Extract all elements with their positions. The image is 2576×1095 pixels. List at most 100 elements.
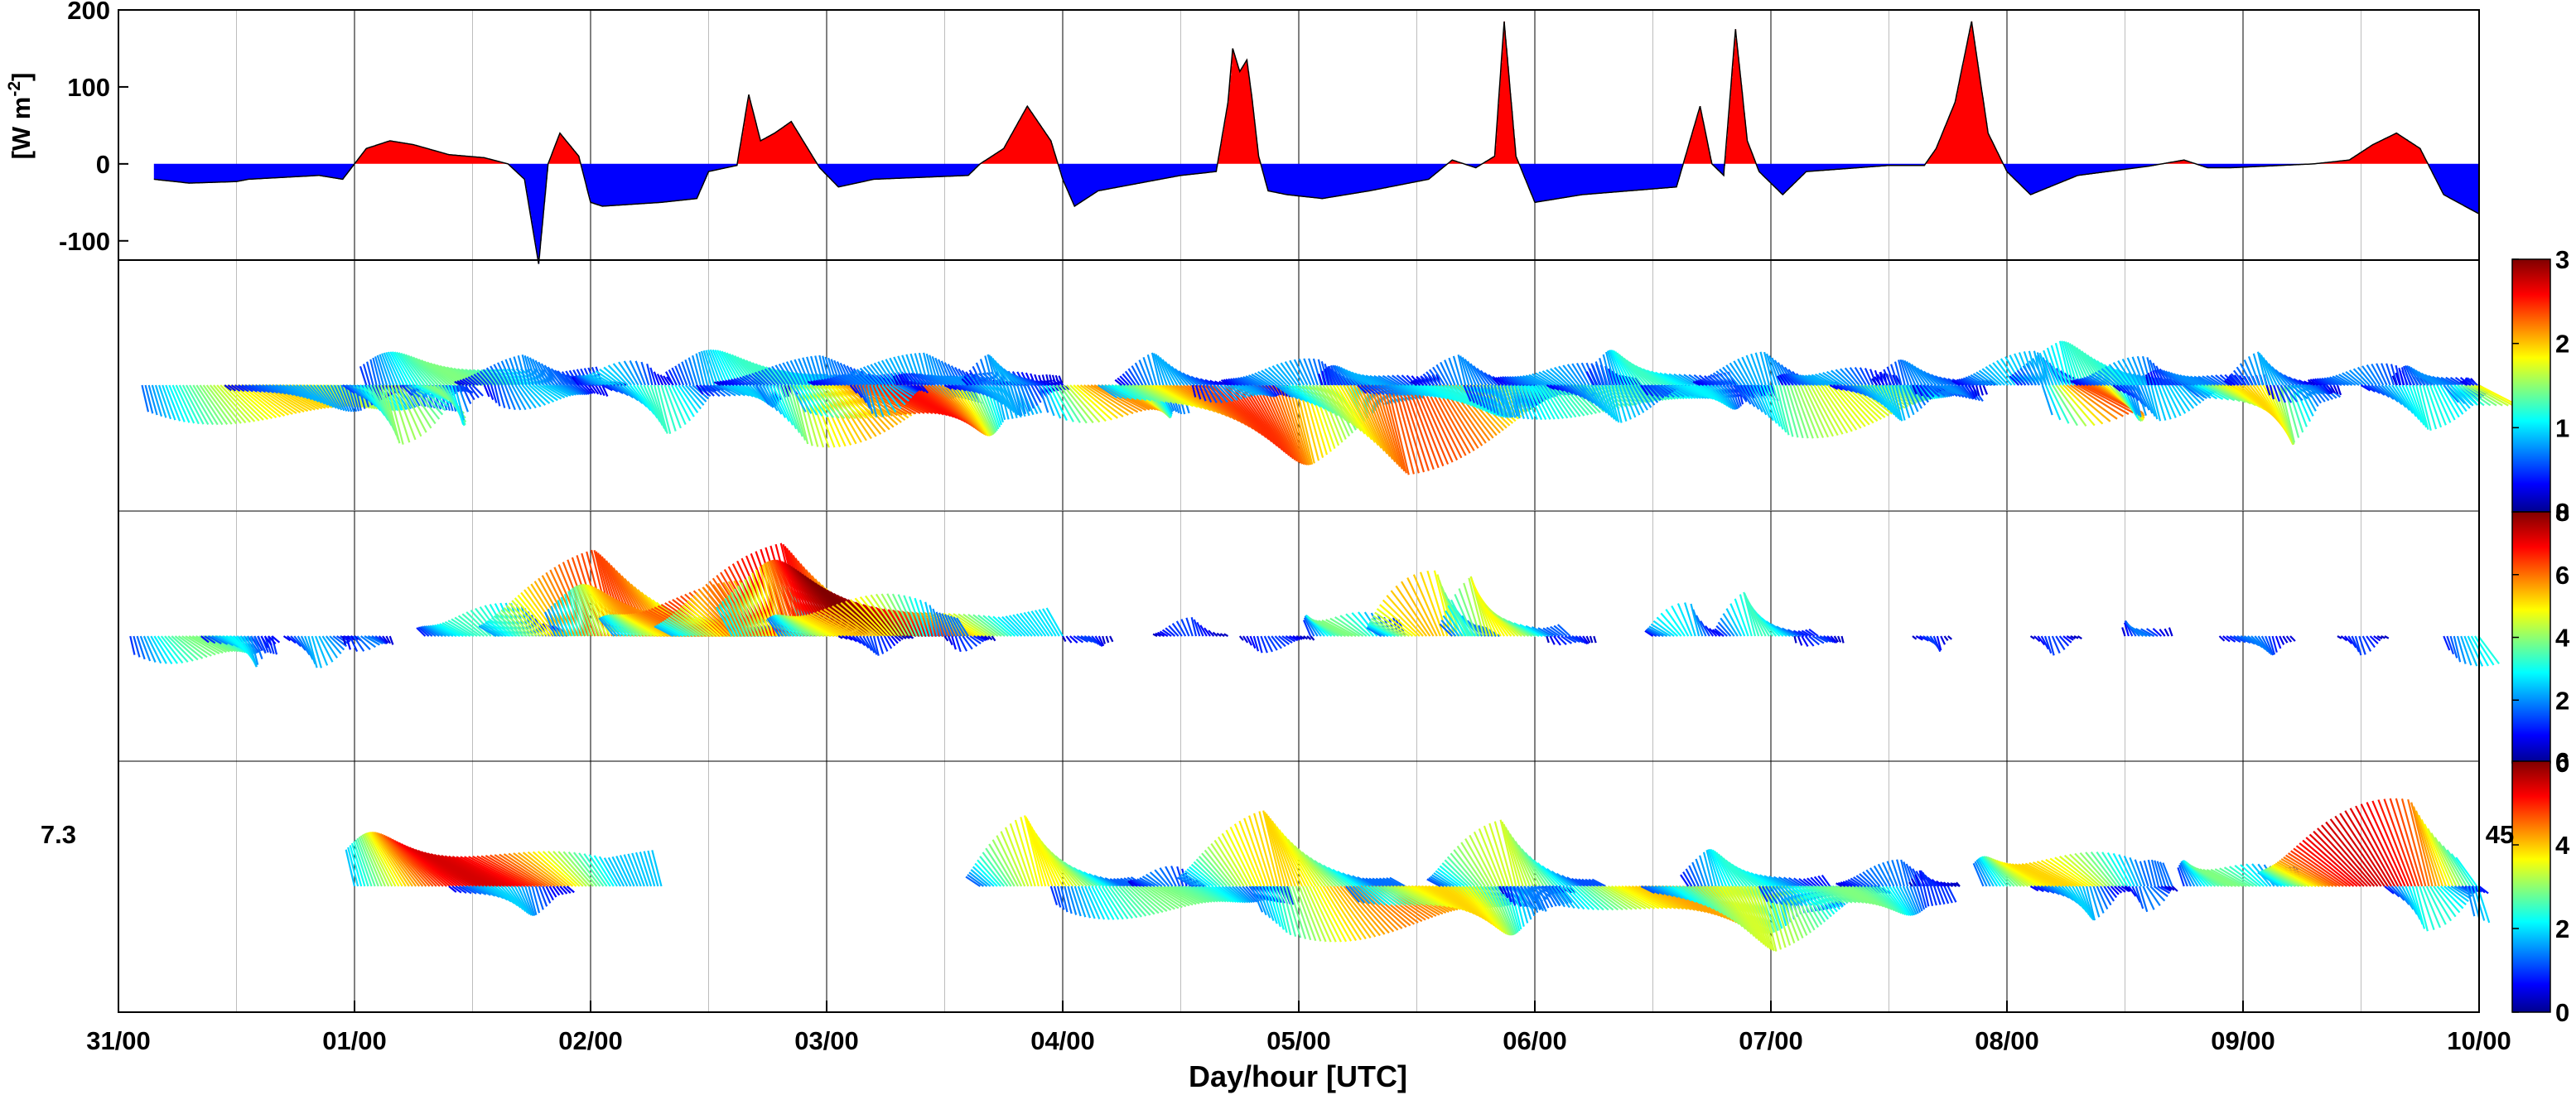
vector-arrow [1199,384,1207,402]
vector-arrow [1190,616,1198,637]
vector-arrow [1525,625,1546,637]
vector-arrow [1926,384,1941,398]
vector-arrow [1746,885,1769,948]
vector-arrow [782,615,815,637]
vector-arrow [619,384,639,402]
vector-arrow [1335,365,1351,386]
vector-arrow [2061,340,2075,386]
vector-arrow [1124,370,1136,386]
vector-arrow [1321,620,1353,637]
vector-arrow [2139,861,2149,887]
vector-arrow [2445,376,2460,386]
vector-arrow [1916,885,1926,910]
vector-arrow [2144,374,2150,386]
vector-arrow [2471,384,2509,407]
vector-arrow [1898,384,1911,418]
vector-arrow [1262,810,1283,887]
vector-arrow [1023,384,1035,409]
vector-arrow [1778,876,1797,887]
vector-arrow [1840,635,1845,644]
vector-arrow [1501,821,1521,887]
vector-arrow [646,384,666,429]
vector-panel-3 [118,761,2491,1011]
vector-arrow [1787,373,1801,386]
vector-arrow [789,384,807,441]
vector-arrow [1961,384,1974,400]
vector-arrow [171,635,199,661]
vector-arrow [1430,876,1448,887]
vector-arrow [1223,379,1233,386]
vector-arrow [1362,877,1378,887]
vector-arrow [275,384,295,396]
vector-arrow [1616,352,1640,386]
vector-arrow [1749,885,1772,950]
vector-arrow [1865,869,1881,887]
vector-arrow [429,362,463,386]
vector-arrow [984,635,990,640]
vector-arrow [1723,384,1738,410]
vector-arrow [2067,341,2086,386]
vector-arrow [1661,384,1680,398]
vector-arrow [1319,885,1353,942]
vector-arrow [784,615,818,637]
vector-arrow [2143,384,2156,417]
vector-arrow [2112,362,2131,386]
vector-arrow [962,613,996,637]
vector-arrow [1025,378,1039,386]
vector-arrow [1476,367,1491,386]
vector-arrow [712,584,752,637]
vector-arrow [2202,375,2219,386]
vector-arrow [2458,885,2474,895]
vector-arrow [2160,384,2177,418]
colorbar-tick-label: 2 [2555,330,2569,359]
vector-arrow [1204,885,1232,903]
vector-arrow [1874,376,1882,386]
vector-arrow [511,600,545,637]
vector-arrow [1618,374,1625,386]
vector-arrow [1356,384,1388,455]
vector-arrow [1889,885,1910,916]
vector-arrow [876,635,885,654]
vector-arrow [526,356,538,386]
vector-arrow [1337,871,1362,887]
vector-arrow [1984,856,2012,887]
vector-arrow [1223,633,1229,637]
x-tick-label: 08/00 [1975,1026,2039,1055]
vector-arrow [160,635,184,664]
vector-arrow [2079,378,2092,386]
vector-arrow [453,367,487,386]
vector-arrow [557,384,577,396]
vector-arrow [2474,384,2515,407]
vector-arrow [318,635,334,663]
vector-arrow [1093,875,1115,887]
vector-arrow [1366,885,1392,906]
vector-arrow [2173,373,2191,386]
vector-arrow [1199,625,1208,637]
vector-arrow [1659,372,1685,386]
vector-arrow [2037,885,2050,893]
vector-arrow [1323,864,1351,887]
vector-arrow [1443,384,1469,406]
vector-arrow [1395,585,1431,637]
vector-arrow [543,364,558,386]
vector-arrow [1820,885,1853,904]
vector-arrow [171,384,191,423]
vector-arrow [891,609,944,637]
vector-arrow [1108,885,1133,919]
vector-arrow [2206,869,2241,887]
vector-arrow [1315,885,1348,943]
vector-arrow [479,370,493,386]
vector-arrow [1851,885,1884,908]
vector-arrow [578,852,605,887]
vector-arrow [1146,354,1158,386]
vector-arrow [1475,885,1507,934]
vector-arrow [779,384,798,430]
vector-arrow [2236,366,2250,386]
vector-arrow [1339,384,1373,441]
vector-arrow [1175,620,1187,637]
vector-arrow [2052,384,2078,427]
vector-arrow [1678,885,1705,906]
vector-arrow [2054,856,2094,887]
vector-arrow [2401,384,2420,420]
vector-arrow [2279,860,2328,887]
